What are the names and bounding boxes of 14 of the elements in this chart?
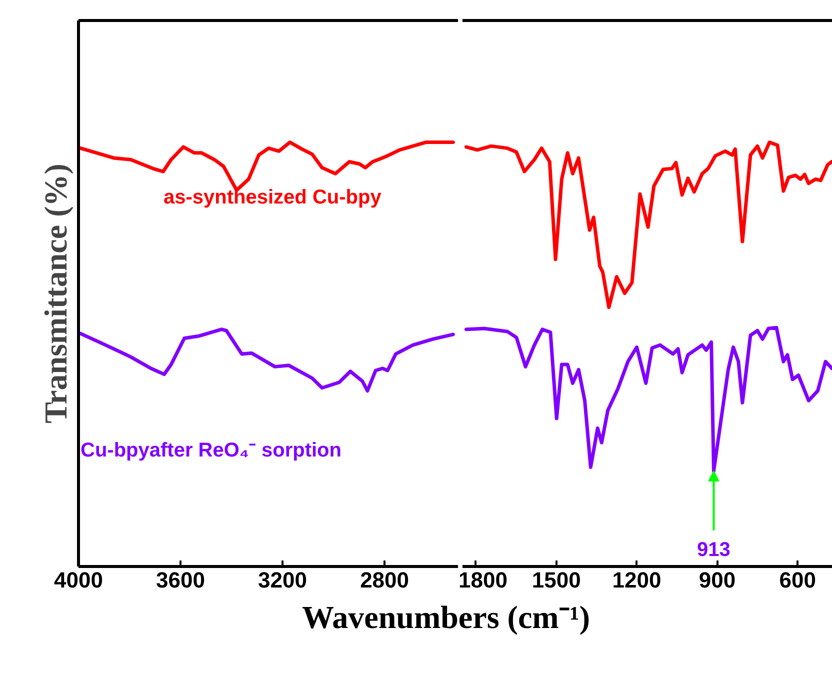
x-tick-label: 2800 <box>360 568 410 592</box>
annotation: 913 <box>697 538 730 561</box>
x-tick-label: 1500 <box>532 568 581 592</box>
y-axis-title: Transmittance (%) <box>38 164 74 424</box>
x-tick-label: 3200 <box>258 568 308 592</box>
x-tick-label: 1200 <box>612 568 662 592</box>
x-axis-title: Wavenumbers (cm⁻¹) <box>302 598 590 637</box>
x-tick-label: 3600 <box>156 568 205 592</box>
x-tick-label: 600 <box>779 568 816 592</box>
text: Cu-bpyafter ReO₄⁻ sorption <box>80 440 342 462</box>
x-tick-label: 4000 <box>54 568 103 592</box>
x-tick-label: 900 <box>698 568 736 592</box>
x-tick-label: 1800 <box>458 568 508 592</box>
series-label: as-synthesized Cu-bpy <box>164 186 382 208</box>
